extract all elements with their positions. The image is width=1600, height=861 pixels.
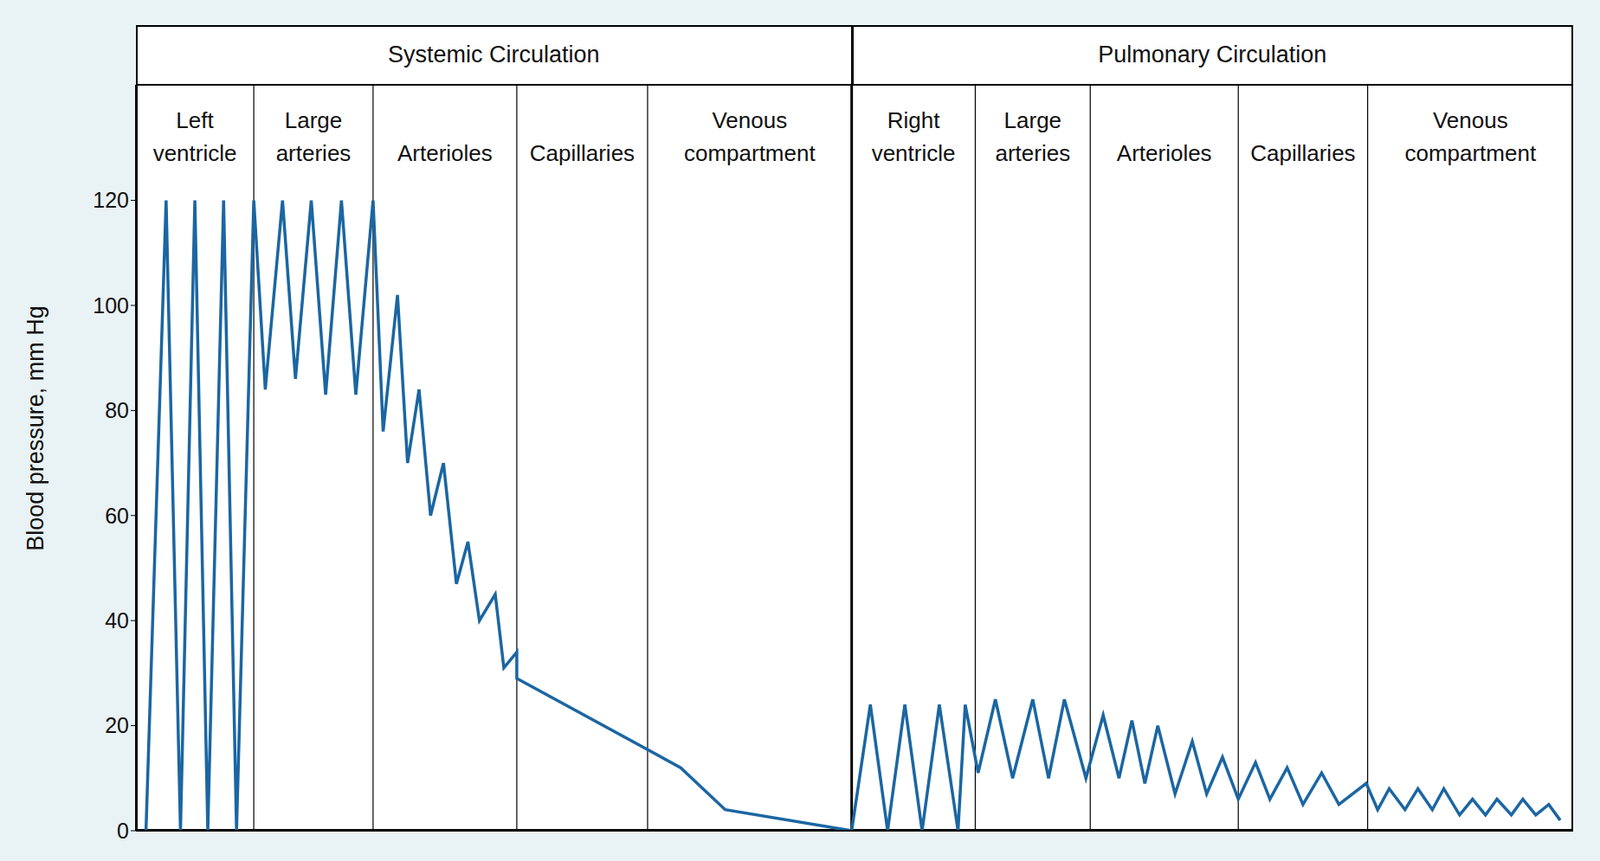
svg-text:40: 40 — [104, 608, 130, 633]
svg-text:20: 20 — [104, 713, 130, 738]
html-text:arteries: arteries — [275, 140, 351, 167]
html-text:Large: Large — [284, 107, 343, 134]
html-text:Arterioles: Arterioles — [397, 140, 493, 167]
html-text:Venous: Venous — [1432, 107, 1508, 134]
html-text:Pulmonary Circulation: Pulmonary Circulation — [1098, 41, 1327, 68]
svg-text:0: 0 — [116, 819, 130, 844]
html-text:compartment: compartment — [683, 140, 816, 167]
svg-text:80: 80 — [104, 398, 130, 423]
html-text:Left: Left — [176, 107, 214, 134]
html-text:compartment: compartment — [1404, 140, 1537, 167]
html-text:ventricle: ventricle — [871, 140, 956, 167]
html-text:Right: Right — [887, 107, 940, 134]
html-text:Venous: Venous — [712, 107, 788, 134]
html-text:Blood pressure, mm Hg: Blood pressure, mm Hg — [22, 305, 49, 552]
html-text:arteries: arteries — [995, 140, 1071, 167]
html-text:Large: Large — [1003, 107, 1062, 134]
html-text:Arterioles: Arterioles — [1116, 140, 1212, 167]
html-text:ventricle: ventricle — [152, 140, 237, 167]
html-text:Systemic Circulation: Systemic Circulation — [387, 41, 600, 68]
svg-text:60: 60 — [104, 503, 130, 529]
svg-text:100: 100 — [92, 293, 130, 318]
svg-text:120: 120 — [92, 187, 130, 213]
html-text:Capillaries: Capillaries — [1250, 140, 1356, 167]
html-text:Capillaries: Capillaries — [529, 140, 635, 167]
